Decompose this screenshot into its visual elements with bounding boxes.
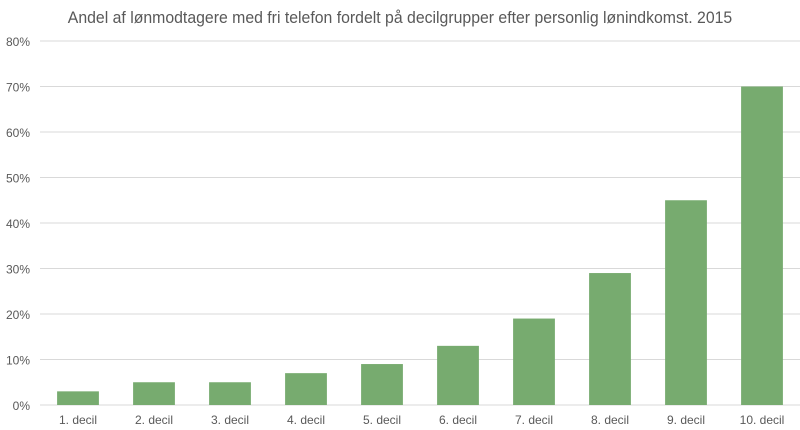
- y-tick-label: 10%: [6, 354, 30, 368]
- y-axis-ticks: 0% 10% 20% 30% 40% 50% 60% 70% 80%: [6, 35, 30, 413]
- bar: [437, 345, 479, 405]
- y-tick-label: 40%: [6, 217, 30, 231]
- y-tick-label: 0%: [13, 399, 31, 413]
- x-tick-label: 3. decil: [211, 413, 249, 427]
- x-tick-label: 5. decil: [363, 413, 401, 427]
- bar: [665, 200, 707, 405]
- x-tick-label: 10. decil: [740, 413, 785, 427]
- x-tick-label: 1. decil: [59, 413, 97, 427]
- x-axis-ticks: 1. decil 2. decil 3. decil 4. decil 5. decil…: [59, 413, 784, 427]
- bar: [589, 273, 631, 405]
- bar: [133, 382, 175, 405]
- x-tick-label: 2. decil: [135, 413, 173, 427]
- bar: [513, 318, 555, 405]
- bar: [285, 373, 327, 405]
- x-tick-label: 6. decil: [439, 413, 477, 427]
- x-tick-label: 9. decil: [667, 413, 705, 427]
- bar: [741, 86, 783, 405]
- y-tick-label: 20%: [6, 308, 30, 322]
- chart-title: Andel af lønmodtagere med fri telefon fo…: [67, 8, 733, 27]
- y-tick-label: 70%: [6, 81, 30, 95]
- x-tick-label: 8. decil: [591, 413, 629, 427]
- bar: [209, 382, 251, 405]
- y-tick-label: 80%: [6, 35, 30, 49]
- bars: [57, 86, 783, 405]
- y-tick-label: 60%: [6, 126, 30, 140]
- x-tick-label: 7. decil: [515, 413, 553, 427]
- bar: [57, 391, 99, 405]
- bar: [361, 364, 403, 405]
- y-tick-label: 30%: [6, 263, 30, 277]
- y-tick-label: 50%: [6, 172, 30, 186]
- x-tick-label: 4. decil: [287, 413, 325, 427]
